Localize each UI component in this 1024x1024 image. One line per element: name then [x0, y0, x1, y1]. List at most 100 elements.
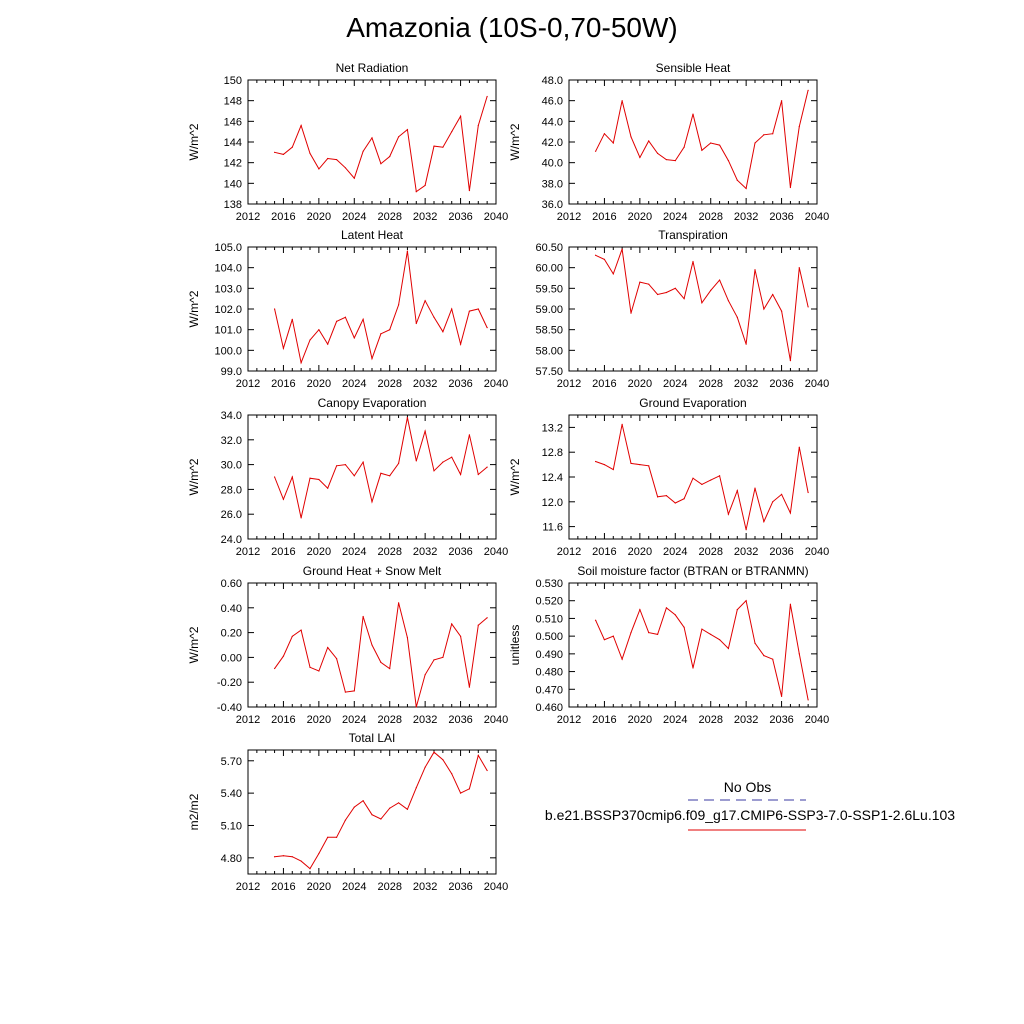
data-point — [648, 283, 650, 285]
x-tick-label: 2040 — [805, 211, 829, 223]
data-point — [309, 666, 311, 668]
data-point — [780, 310, 783, 312]
data-point — [433, 145, 435, 147]
data-point — [683, 298, 685, 300]
data-point — [406, 129, 409, 131]
data-point — [612, 273, 614, 275]
data-point — [459, 473, 462, 476]
data-point — [291, 476, 293, 478]
y-tick-label: 34.0 — [221, 410, 242, 422]
x-tick-label: 2032 — [734, 546, 758, 558]
chart-panel-0: Net Radiation W/m^2 2012 2016 2020 2024 2028 20… — [187, 61, 508, 223]
data-point — [594, 619, 597, 621]
x-tick-label: 2036 — [769, 211, 793, 223]
data-point — [424, 674, 426, 676]
x-tick-label: 2036 — [448, 881, 472, 893]
y-tick-label: 26.0 — [221, 509, 242, 521]
data-point — [424, 430, 426, 432]
data-point — [701, 149, 703, 151]
data-point — [630, 632, 632, 634]
y-tick-label: 60.50 — [535, 242, 563, 254]
data-point — [639, 281, 641, 283]
data-point — [459, 343, 462, 345]
data-point — [780, 493, 783, 495]
x-tick-label: 2012 — [236, 378, 260, 390]
data-point — [710, 289, 712, 291]
y-tick-label: 13.2 — [542, 422, 563, 434]
data-point — [451, 308, 453, 310]
x-tick-label: 2040 — [484, 714, 508, 726]
chart-panel-8: Total LAI m2/m2 2012 2016 2020 2024 2028 2032 20… — [187, 731, 508, 893]
data-point — [327, 646, 329, 649]
data-point — [415, 191, 417, 193]
data-point — [718, 279, 721, 281]
data-point — [371, 644, 373, 646]
plot-frame — [568, 246, 818, 372]
y-tick-label: -0.40 — [217, 702, 242, 714]
x-tick-label: 2036 — [448, 546, 472, 558]
data-point — [718, 144, 721, 146]
x-tick-label: 2040 — [805, 546, 829, 558]
x-tick-label: 2012 — [557, 546, 581, 558]
x-tick-label: 2024 — [342, 378, 366, 390]
data-point — [674, 287, 676, 289]
data-point — [362, 800, 364, 802]
x-tick-label: 2032 — [413, 546, 437, 558]
x-tick-label: 2024 — [342, 714, 366, 726]
data-point — [371, 814, 373, 816]
y-tick-label: 60.00 — [535, 263, 563, 275]
y-tick-label: 102.0 — [214, 304, 242, 316]
chart-title: Net Radiation — [336, 61, 409, 75]
data-point — [273, 667, 276, 670]
x-tick-label: 2036 — [769, 546, 793, 558]
data-point — [433, 659, 435, 661]
data-point — [433, 751, 435, 753]
data-point — [335, 836, 338, 838]
x-tick-label: 2028 — [698, 714, 722, 726]
data-point — [763, 134, 765, 136]
y-tick-label: 0.530 — [535, 578, 563, 590]
x-tick-label: 2020 — [307, 546, 331, 558]
data-point — [362, 150, 364, 152]
data-point — [486, 327, 488, 329]
series-line — [274, 417, 488, 519]
x-tick-label: 2028 — [698, 211, 722, 223]
data-point — [362, 615, 364, 618]
data-point — [621, 658, 623, 660]
y-tick-label: 101.0 — [214, 325, 242, 337]
y-axis-label: unitless — [508, 625, 522, 666]
data-point — [353, 475, 355, 477]
x-tick-label: 2040 — [805, 378, 829, 390]
data-point — [656, 152, 659, 154]
data-point — [406, 250, 409, 252]
y-tick-label: 44.0 — [542, 116, 563, 128]
y-tick-label: 0.470 — [535, 684, 563, 696]
y-tick-label: 46.0 — [542, 96, 563, 108]
data-point — [344, 819, 347, 821]
data-point — [300, 124, 302, 127]
x-tick-label: 2012 — [236, 546, 260, 558]
x-tick-label: 2012 — [236, 211, 260, 223]
data-point — [282, 347, 285, 349]
y-axis-label: W/m^2 — [508, 458, 522, 495]
y-axis-label: W/m^2 — [187, 458, 201, 495]
data-point — [736, 490, 738, 492]
data-point — [291, 635, 293, 637]
x-tick-label: 2032 — [413, 714, 437, 726]
data-point — [389, 155, 391, 158]
data-point — [433, 316, 435, 318]
data-point — [754, 487, 756, 489]
y-tick-label: 0.520 — [535, 596, 563, 608]
y-tick-label: -0.20 — [217, 677, 242, 689]
data-point — [327, 343, 329, 345]
legend-obs-label: No Obs — [723, 779, 772, 795]
data-point — [718, 639, 721, 641]
data-point — [772, 293, 774, 296]
y-tick-label: 32.0 — [221, 435, 242, 447]
data-point — [477, 308, 479, 310]
chart-panel-4: Canopy Evaporation W/m^2 2012 2016 2020 2024 2… — [187, 396, 508, 558]
data-point — [710, 479, 712, 481]
y-tick-label: 5.40 — [221, 788, 242, 800]
y-tick-label: 0.500 — [535, 631, 563, 643]
data-point — [710, 633, 712, 635]
